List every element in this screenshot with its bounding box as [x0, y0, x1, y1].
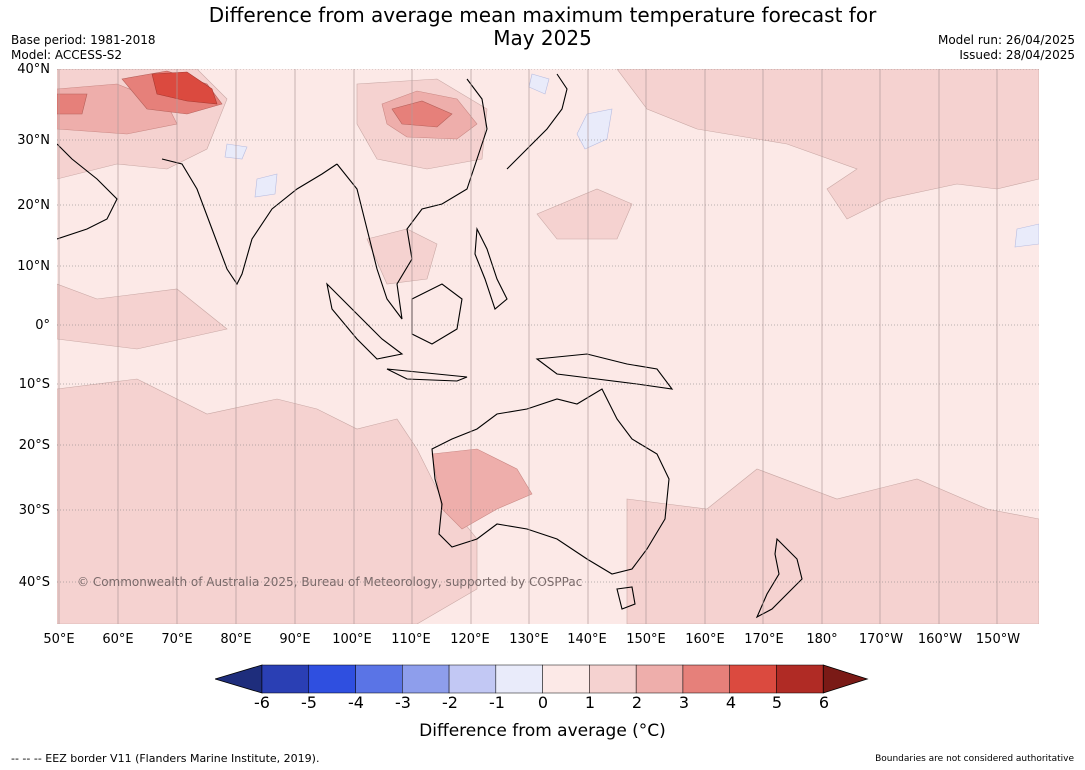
lon-label-110e: 110°E [391, 632, 431, 647]
colorbar-tick: -3 [395, 693, 411, 712]
lon-label-160w: 160°W [917, 632, 963, 647]
lon-label-90e: 90°E [279, 632, 311, 647]
lat-label-40s: 40°S [18, 575, 50, 590]
colorbar-tick: -5 [301, 693, 317, 712]
lon-label-150e: 150°E [626, 632, 666, 647]
coastlines [57, 73, 803, 619]
colorbar-tick: -2 [442, 693, 458, 712]
title-line-2: May 2025 [493, 26, 592, 50]
lon-label-170e: 170°E [744, 632, 784, 647]
lat-label-30n: 30°N [17, 133, 50, 148]
lat-label-40n: 40°N [17, 62, 50, 77]
colorbar-tick: 0 [537, 693, 549, 712]
colorbar-tick: -4 [348, 693, 364, 712]
colorbar-cell [729, 664, 777, 694]
title-line-1: Difference from average mean maximum tem… [208, 3, 877, 27]
colorbar-cell [635, 664, 684, 694]
colorbar-cell [682, 664, 730, 694]
colorbar-tick: 2 [631, 693, 643, 712]
lat-label-20n: 20°N [17, 198, 50, 213]
colorbar-arrow-right [822, 664, 869, 694]
colorbar-cell [542, 664, 590, 694]
colorbar-cell [448, 664, 497, 694]
lon-label-100e: 100°E [332, 632, 372, 647]
lon-label-170w: 170°W [858, 632, 904, 647]
colorbar-cell [308, 664, 356, 694]
colorbar-title: Difference from average (°C) [419, 721, 666, 741]
colorbar-cell [402, 664, 450, 694]
colorbar-cell [589, 664, 637, 694]
colorbar-cell [495, 664, 543, 694]
boundaries-disclaimer: Boundaries are not considered authoritat… [875, 754, 1074, 764]
forecast-map [57, 69, 1039, 624]
lat-label-10s: 10°S [18, 377, 50, 392]
colorbar-tick: 4 [725, 693, 737, 712]
colorbar-cell [776, 664, 824, 694]
colorbar-tick: 3 [678, 693, 690, 712]
lon-label-70e: 70°E [161, 632, 193, 647]
colorbar-cells [215, 664, 869, 694]
meta-right: Model run: 26/04/2025 Issued: 28/04/2025 [938, 33, 1075, 63]
meta-left: Base period: 1981-2018 Model: ACCESS-S2 [11, 33, 156, 63]
base-period: Base period: 1981-2018 [11, 33, 156, 47]
lat-label-30s: 30°S [18, 503, 50, 518]
lon-label-150w: 150°W [975, 632, 1021, 647]
colorbar-arrow-left [215, 664, 263, 694]
lon-label-140e: 140°E [567, 632, 607, 647]
colorbar-tick: 5 [771, 693, 783, 712]
colorbar-tick: 6 [818, 693, 830, 712]
lon-label-160e: 160°E [685, 632, 725, 647]
anomaly-4-5-regions [151, 71, 218, 105]
lon-label-50e: 50°E [43, 632, 75, 647]
meridians [58, 69, 998, 624]
model-run: Model run: 26/04/2025 [937, 33, 1075, 47]
colorbar-tick: -6 [254, 693, 270, 712]
anomaly-1-2-regions [57, 69, 1039, 624]
lat-label-0: 0° [35, 318, 50, 333]
colorbar-tick: 1 [584, 693, 596, 712]
colorbar-cell [355, 664, 403, 694]
lon-label-120e: 120°E [450, 632, 490, 647]
lon-label-80e: 80°E [220, 632, 252, 647]
lon-label-180: 180° [806, 632, 838, 647]
map-title: Difference from average mean maximum tem… [0, 4, 1085, 50]
lat-label-20s: 20°S [18, 438, 50, 453]
copyright-notice: © Commonwealth of Australia 2025, Bureau… [77, 575, 583, 589]
lon-label-130e: 130°E [509, 632, 549, 647]
lat-label-10n: 10°N [17, 259, 50, 274]
eez-border-note: -- -- -- EEZ border V11 (Flanders Marine… [11, 752, 320, 765]
colorbar-cell [261, 664, 310, 694]
colorbar-tick: -1 [489, 693, 505, 712]
model-name: Model: ACCESS-S2 [11, 48, 123, 62]
issued-date: Issued: 28/04/2025 [959, 48, 1075, 62]
colorbar [215, 664, 869, 694]
lon-label-60e: 60°E [102, 632, 134, 647]
map-svg [57, 69, 1039, 624]
